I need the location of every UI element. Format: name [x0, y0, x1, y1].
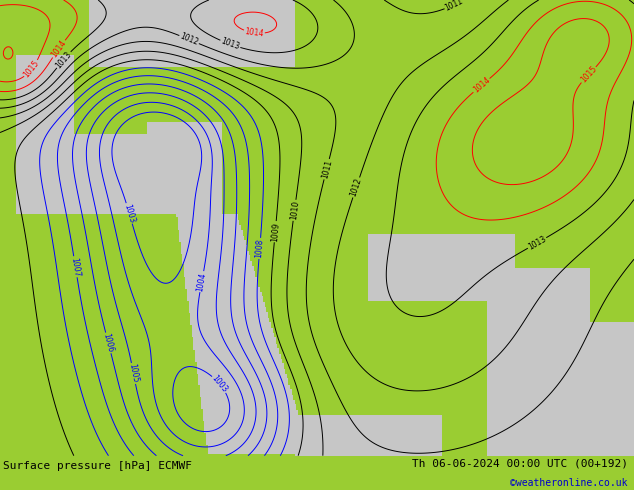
Text: 1008: 1008	[254, 239, 265, 258]
Text: 1006: 1006	[101, 332, 115, 353]
Text: 1011: 1011	[320, 159, 333, 179]
Text: 1013: 1013	[219, 37, 241, 52]
Text: 1015: 1015	[22, 59, 41, 79]
Text: 1009: 1009	[270, 221, 281, 242]
Text: 1010: 1010	[289, 200, 301, 220]
Text: 1015: 1015	[579, 65, 598, 85]
Text: 1011: 1011	[444, 0, 465, 13]
Text: 1007: 1007	[69, 256, 81, 277]
Text: 1014: 1014	[49, 38, 68, 59]
Text: 1003: 1003	[122, 203, 136, 224]
Text: 1005: 1005	[127, 363, 139, 384]
Text: Th 06-06-2024 00:00 UTC (00+192): Th 06-06-2024 00:00 UTC (00+192)	[411, 459, 628, 468]
Text: 1013: 1013	[54, 49, 74, 70]
Text: 1014: 1014	[471, 76, 492, 95]
Text: Surface pressure [hPa] ECMWF: Surface pressure [hPa] ECMWF	[3, 461, 192, 471]
Text: 1012: 1012	[349, 177, 363, 198]
Text: ©weatheronline.co.uk: ©weatheronline.co.uk	[510, 478, 628, 489]
Text: 1013: 1013	[526, 234, 548, 252]
Text: 1012: 1012	[179, 32, 200, 48]
Text: 1003: 1003	[210, 374, 230, 394]
Text: 1014: 1014	[244, 27, 264, 39]
Text: 1004: 1004	[196, 271, 208, 292]
